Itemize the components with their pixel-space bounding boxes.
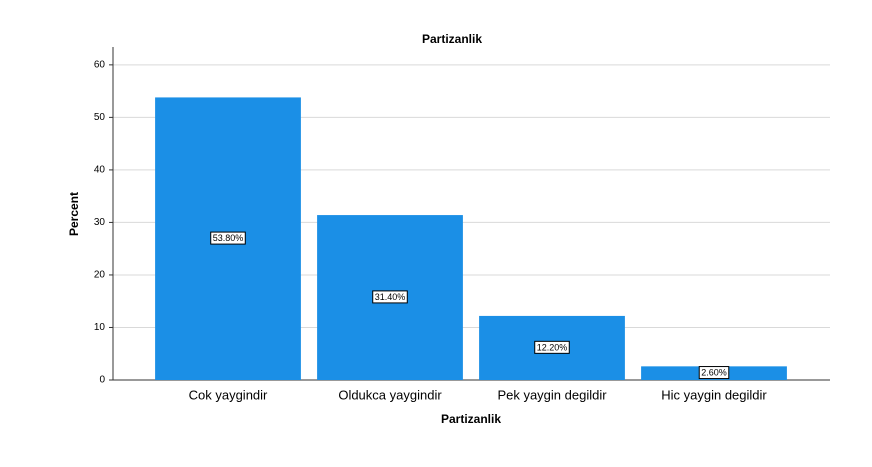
chart-title: Partizanlik [422,32,482,46]
y-tick-label: 20 [94,270,106,281]
y-axis-label: Percent [67,192,81,236]
value-label-box [210,231,246,245]
y-tick-label: 0 [99,375,105,386]
y-tick-label: 50 [94,112,106,123]
value-label-box [534,340,570,354]
y-tick-label: 60 [94,59,106,70]
x-tick-label: Pek yaygin degildir [497,387,607,402]
x-axis-label: Partizanlik [441,412,501,426]
x-tick-label: Cok yaygindir [189,387,268,402]
x-tick-label: Oldukca yaygindir [338,387,442,402]
y-tick-label: 40 [94,165,106,176]
y-tick-label: 10 [94,322,106,333]
y-tick-label: 30 [94,217,106,228]
value-label: 12.20% [537,342,568,352]
value-label-box [372,290,408,304]
value-label: 31.40% [375,292,406,302]
value-label-box [698,366,730,380]
x-tick-label: Hic yaygin degildir [661,387,767,402]
value-label: 2.60% [701,368,727,378]
value-label: 53.80% [213,233,244,243]
